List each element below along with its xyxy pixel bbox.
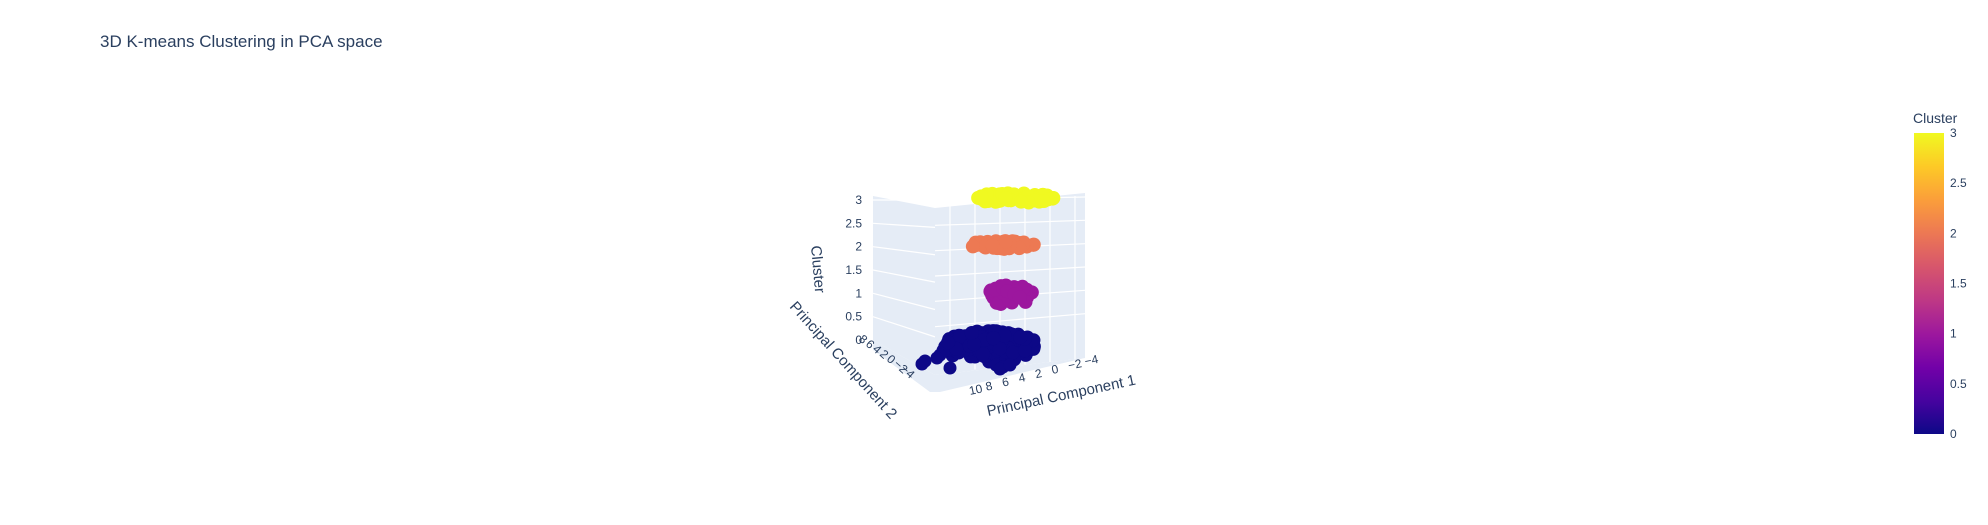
data-point (1036, 194, 1051, 209)
data-point (985, 238, 1000, 253)
data-point (915, 357, 929, 371)
colorbar-tick-label: 2.5 (1950, 176, 1967, 190)
data-point (964, 325, 979, 340)
data-point (1013, 330, 1028, 345)
data-point (1012, 290, 1027, 305)
x-tick-label: 0 (1050, 362, 1060, 377)
z-tick-label: 0.5 (845, 310, 862, 324)
z-axis-label: Cluster (807, 245, 828, 294)
data-point (943, 361, 957, 375)
data-point (998, 234, 1013, 249)
data-point (1017, 343, 1032, 358)
z-tick-label: 2.5 (845, 216, 862, 230)
data-point (1014, 194, 1029, 209)
x-axis-ticks: 10 8 6 4 2 0 −2 −4 (968, 352, 1100, 398)
x-tick-label: −4 (1083, 352, 1100, 369)
data-point (941, 335, 956, 350)
data-point (986, 331, 1001, 346)
colorbar-tick-label: 2 (1950, 226, 1957, 240)
grid-line (872, 246, 936, 256)
chart-title: 3D K-means Clustering in PCA space (100, 32, 383, 51)
x-tick-label: 2 (1034, 366, 1044, 381)
data-point (974, 189, 989, 204)
cluster-3-series (971, 186, 1061, 210)
data-point (1003, 358, 1017, 372)
grid-line (872, 316, 936, 338)
data-point (952, 329, 967, 344)
colorbar-tick-label: 0 (1950, 427, 1957, 441)
cluster-2-series (965, 234, 1041, 256)
z-tick-label: 2 (855, 240, 862, 254)
colorbar-title: Cluster (1913, 110, 1958, 126)
grid-line (934, 219, 1086, 226)
x-tick-label: 10 (968, 381, 984, 398)
data-point (965, 239, 980, 254)
grid-line (872, 292, 936, 311)
x-tick-label: −2 (1067, 356, 1084, 373)
floor (873, 340, 1085, 392)
z-tick-label: 1.5 (845, 263, 862, 277)
z-tick-label: 1 (855, 286, 862, 300)
x-tick-label: 6 (1001, 374, 1011, 389)
back-wall-left (873, 196, 935, 375)
data-point (975, 346, 990, 361)
data-point (993, 362, 1007, 376)
colorbar-tick-label: 1 (1950, 327, 1957, 341)
grid-line (934, 313, 1086, 328)
z-axis-ticks: 0 0.5 1 1.5 2 2.5 3 (845, 193, 862, 347)
data-point (930, 351, 944, 365)
colorbar-tick-label: 1.5 (1950, 277, 1967, 291)
z-tick-label: 0 (855, 333, 862, 347)
grid-line (872, 269, 936, 283)
z-tick-label: 3 (855, 193, 862, 207)
data-point (992, 341, 1007, 356)
grid-line (934, 266, 1086, 277)
colorbar-gradient (1914, 133, 1944, 434)
colorbar: Cluster 0 0.5 1 1.5 2 2.5 3 (1913, 110, 1967, 441)
colorbar-tick-label: 3 (1950, 126, 1957, 140)
cluster-points (915, 186, 1061, 376)
colorbar-ticks: 0 0.5 1 1.5 2 2.5 3 (1950, 126, 1967, 441)
cluster-1-series (983, 278, 1039, 311)
cluster-0-series (915, 324, 1041, 376)
data-point (1005, 345, 1020, 360)
data-point (997, 328, 1012, 343)
colorbar-tick-label: 0.5 (1950, 377, 1967, 391)
x-tick-label: 8 (984, 379, 994, 394)
data-point (998, 191, 1013, 206)
grid-line (872, 222, 936, 228)
data-point (967, 337, 982, 352)
x-tick-label: 4 (1017, 370, 1027, 385)
